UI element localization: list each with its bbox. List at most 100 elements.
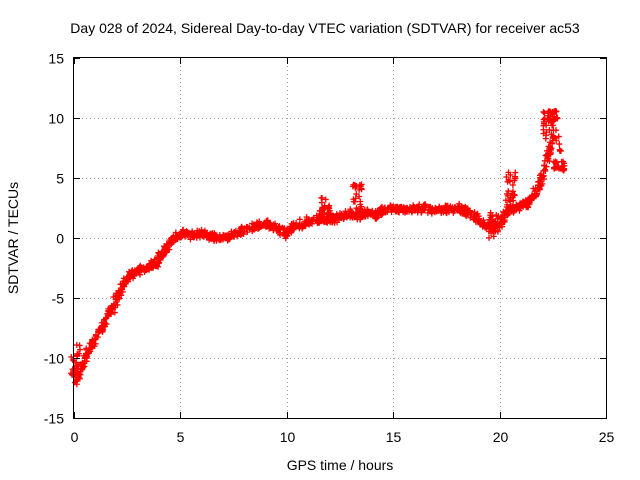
sdtvar-point [187,236,194,243]
sdtvar-point [421,207,428,214]
sdtvar-point [524,204,531,211]
sdtvar-point [552,158,559,165]
sdtvar-point [318,194,325,201]
sdtvar-point [77,365,84,372]
sdtvar-point [500,218,507,225]
y-tick-label: -5 [52,291,65,307]
sdtvar-point [505,169,512,176]
sdtvar-point [174,233,181,240]
sdtvar-point [384,205,391,212]
sdtvar-point [190,231,197,238]
sdtvar-point [119,280,126,287]
sdtvar-point [411,204,418,211]
sdtvar-point [541,157,548,164]
sdtvar-point [433,208,440,215]
sdtvar-point [504,178,511,185]
sdtvar-point [296,216,303,223]
sdtvar-point [493,212,500,219]
sdtvar-point [546,108,553,115]
sdtvar-point [509,181,516,188]
sdtvar-point [83,358,90,365]
sdtvar-point [538,170,545,177]
sdtvar-point [556,148,563,155]
sdtvar-point [292,222,299,229]
sdtvar-point [358,212,365,219]
sdtvar-point [524,198,531,205]
sdtvar-point [545,112,552,119]
sdtvar-point [505,210,512,217]
sdtvar-point [263,223,270,230]
sdtvar-point [69,366,76,373]
sdtvar-point [545,155,552,162]
sdtvar-point [168,240,175,247]
sdtvar-point [471,216,478,223]
sdtvar-point [168,234,175,241]
sdtvar-point [350,211,357,218]
sdtvar-point [226,235,233,242]
sdtvar-point [502,197,509,204]
sdtvar-point [488,230,495,237]
sdtvar-point [486,234,493,241]
sdtvar-point [351,182,358,189]
sdtvar-point [92,331,99,338]
sdtvar-point [542,135,549,142]
sdtvar-point [158,250,165,257]
sdtvar-point [264,219,271,226]
sdtvar-point [357,198,364,205]
sdtvar-point [478,219,485,226]
sdtvar-point [223,232,230,239]
sdtvar-point [73,342,80,349]
sdtvar-point [374,214,381,221]
sdtvar-point [215,236,222,243]
sdtvar-point [80,352,87,359]
sdtvar-point [342,210,349,217]
sdtvar-point [390,206,397,213]
sdtvar-point [441,207,448,214]
y-tick-label: 0 [56,231,64,247]
sdtvar-point [350,196,357,203]
sdtvar-point [283,232,290,239]
sdtvar-point [404,204,411,211]
sdtvar-point [114,301,121,308]
sdtvar-point [487,222,494,229]
sdtvar-point [494,215,501,222]
sdtvar-point [497,219,504,226]
sdtvar-point [540,130,547,137]
sdtvar-point [504,201,511,208]
sdtvar-point [69,357,76,364]
sdtvar-point [534,182,541,189]
sdtvar-point [451,206,458,213]
sdtvar-point [298,221,305,228]
sdtvar-point [553,114,560,121]
sdtvar-point [153,263,160,270]
sdtvar-point [113,292,120,299]
y-tick-label: -15 [44,411,64,427]
sdtvar-point [338,214,345,221]
sdtvar-point [488,216,495,223]
sdtvar-point [96,329,103,336]
sdtvar-point [436,204,443,211]
sdtvar-point [246,224,253,231]
sdtvar-point [77,371,84,378]
sdtvar-point [513,202,520,209]
sdtvar-point [500,208,507,215]
sdtvar-point [549,140,556,147]
sdtvar-point [356,193,363,200]
sdtvar-point [184,232,191,239]
sdtvar-point [88,344,95,351]
sdtvar-point [128,272,135,279]
sdtvar-point [237,232,244,239]
sdtvar-point [492,228,499,235]
y-axis-title: SDTVAR / TECUs [5,182,21,294]
sdtvar-point [379,211,386,218]
sdtvar-point [540,118,547,125]
sdtvar-point [475,218,482,225]
sdtvar-point [180,226,187,233]
sdtvar-point [157,256,164,263]
sdtvar-point [183,228,190,235]
sdtvar-point [77,346,84,353]
sdtvar-point [425,204,432,211]
sdtvar-point [266,225,273,232]
sdtvar-point [71,379,78,386]
